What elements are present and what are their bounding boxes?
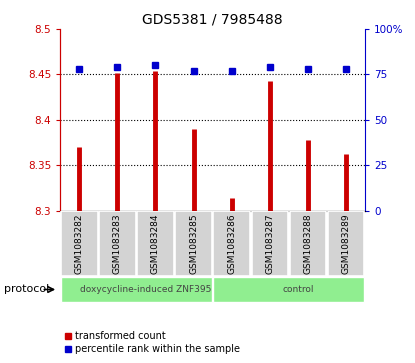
Bar [61,211,98,276]
Text: GSM1083284: GSM1083284 [151,213,160,274]
Bar [328,211,364,276]
Bar [290,211,326,276]
Text: GSM1083285: GSM1083285 [189,213,198,274]
Bar [251,211,288,276]
Bar [99,211,136,276]
Text: GSM1083282: GSM1083282 [75,213,84,274]
Text: GSM1083283: GSM1083283 [113,213,122,274]
Text: GSM1083286: GSM1083286 [227,213,236,274]
Bar [137,211,174,276]
Text: GSM1083287: GSM1083287 [265,213,274,274]
Bar [61,277,212,302]
Legend: transformed count, percentile rank within the sample: transformed count, percentile rank withi… [61,327,244,358]
Text: GSM1083289: GSM1083289 [342,213,351,274]
Bar [213,211,250,276]
Text: doxycycline-induced ZNF395: doxycycline-induced ZNF395 [80,285,212,294]
Text: GSM1083288: GSM1083288 [303,213,312,274]
Text: protocol: protocol [4,285,49,294]
Text: control: control [283,285,314,294]
Bar [213,277,364,302]
Title: GDS5381 / 7985488: GDS5381 / 7985488 [142,12,283,26]
Bar [175,211,212,276]
